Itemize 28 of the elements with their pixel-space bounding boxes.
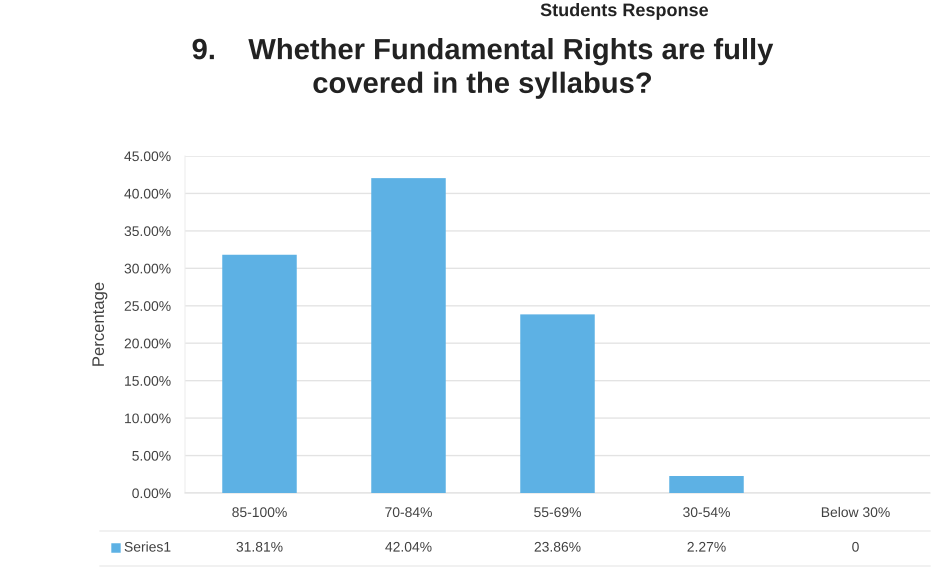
data-label: 23.86% — [534, 542, 581, 552]
bar — [520, 314, 595, 493]
x-tick-label: 30-54% — [683, 507, 730, 518]
x-tick-label: 85-100% — [232, 507, 287, 518]
y-tick-label: 10.00% — [125, 413, 171, 424]
x-tick-label: 55-69% — [534, 507, 581, 518]
y-tick-label: 25.00% — [124, 301, 171, 311]
y-tick-label: 30.00% — [124, 264, 171, 274]
y-axis-title: Percentage — [92, 282, 108, 366]
chart-title: 9. Whether Fundamental Rights are fully covered in the syllabus? — [192, 38, 774, 99]
bar — [371, 178, 446, 493]
legend-label: Series1 — [124, 542, 170, 552]
bar — [222, 254, 297, 493]
y-tick-label: 40.00% — [124, 188, 171, 199]
x-tick-label: 70-84% — [385, 507, 432, 518]
text: Students Response — [540, 3, 708, 20]
data-label: 2.27% — [688, 542, 726, 552]
data-label: 0 — [852, 542, 859, 552]
data-label: 31.81% — [236, 542, 283, 552]
y-tick-label: 15.00% — [125, 376, 171, 386]
bar — [669, 476, 744, 493]
y-tick-label: 35.00% — [124, 226, 171, 236]
y-tick-label: 0.00% — [132, 488, 171, 498]
x-tick-label: Below 30% — [822, 506, 890, 518]
y-tick-label: 5.00% — [132, 450, 171, 461]
y-tick-label: 20.00% — [124, 338, 171, 348]
data-label: 42.04% — [385, 542, 432, 552]
y-tick-label: 45.00% — [124, 151, 171, 162]
